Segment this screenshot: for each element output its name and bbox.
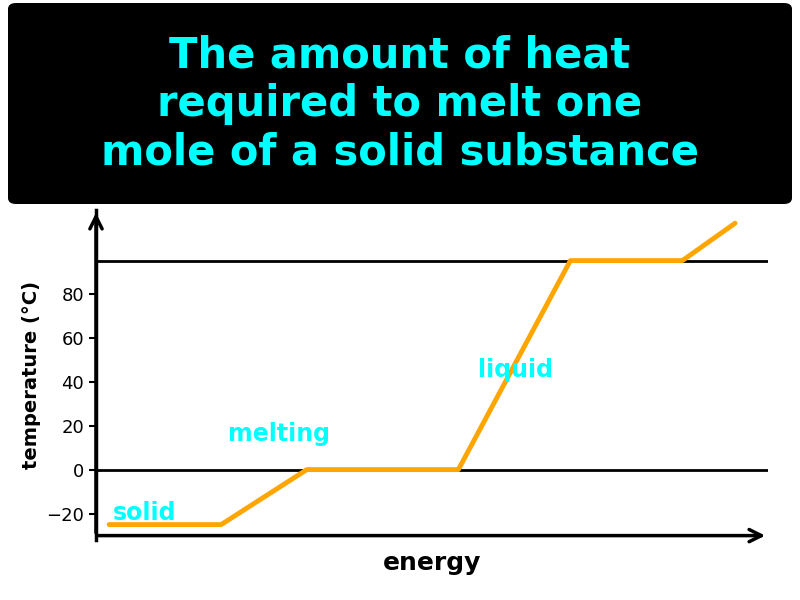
- Y-axis label: temperature (°C): temperature (°C): [22, 281, 41, 469]
- Text: liquid: liquid: [478, 358, 553, 382]
- Text: solid: solid: [113, 501, 176, 525]
- Text: melting: melting: [228, 422, 330, 446]
- Text: The amount of heat
required to melt one
mole of a solid substance: The amount of heat required to melt one …: [101, 34, 699, 173]
- FancyBboxPatch shape: [8, 3, 792, 204]
- X-axis label: energy: energy: [383, 551, 481, 575]
